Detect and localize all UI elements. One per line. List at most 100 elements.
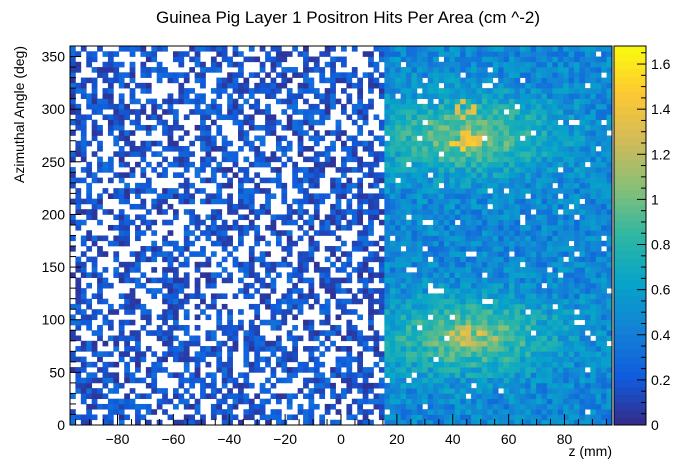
- heatmap-cell: [541, 303, 548, 310]
- heatmap-cell: [492, 119, 499, 126]
- heatmap-cell: [205, 151, 212, 157]
- heatmap-cell: [183, 151, 190, 157]
- heatmap-cell: [443, 177, 450, 184]
- heatmap-cell: [248, 246, 255, 252]
- heatmap-cell: [525, 382, 532, 389]
- heatmap-cell: [319, 382, 326, 389]
- heatmap-cell: [221, 340, 228, 347]
- heatmap-cell: [124, 403, 130, 410]
- heatmap-cell: [308, 109, 315, 115]
- heatmap-cell: [590, 282, 597, 289]
- heatmap-cell: [476, 119, 483, 126]
- heatmap-cell: [324, 109, 331, 115]
- heatmap-cell: [579, 209, 586, 215]
- heatmap-cell: [503, 419, 510, 426]
- heatmap-cell: [406, 56, 412, 63]
- heatmap-cell: [227, 251, 233, 257]
- heatmap-cell: [568, 330, 575, 336]
- heatmap-cell: [80, 340, 87, 347]
- heatmap-cell: [416, 203, 423, 210]
- heatmap-cell: [487, 293, 494, 300]
- heatmap-cell: [205, 193, 212, 199]
- heatmap-cell: [465, 140, 472, 147]
- heatmap-cell: [574, 56, 580, 63]
- heatmap-cell: [438, 351, 445, 357]
- heatmap-cell: [97, 403, 103, 410]
- heatmap-cell: [162, 272, 168, 278]
- heatmap-cell: [200, 77, 206, 84]
- heatmap-cell: [384, 214, 391, 221]
- heatmap-cell: [378, 288, 385, 294]
- heatmap-cell: [259, 161, 266, 168]
- heatmap-cell: [124, 135, 130, 142]
- heatmap-cell: [243, 114, 250, 121]
- heatmap-cell: [541, 293, 548, 300]
- heatmap-cell: [530, 172, 537, 178]
- heatmap-cell: [476, 193, 483, 199]
- heatmap-cell: [308, 319, 315, 326]
- heatmap-cell: [91, 340, 98, 347]
- heatmap-cell: [406, 203, 412, 210]
- heatmap-cell: [368, 56, 374, 63]
- heatmap-cell: [492, 167, 499, 173]
- heatmap-cell: [525, 235, 532, 242]
- heatmap-cell: [183, 398, 190, 405]
- heatmap-cell: [341, 277, 347, 284]
- heatmap-cell: [476, 319, 483, 326]
- heatmap-cell: [422, 82, 429, 89]
- heatmap-cell: [102, 361, 109, 368]
- heatmap-cell: [481, 282, 488, 289]
- heatmap-cell: [275, 146, 282, 152]
- heatmap-cell: [536, 319, 542, 326]
- heatmap-cell: [503, 82, 510, 89]
- heatmap-cell: [395, 256, 401, 263]
- heatmap-cell: [183, 298, 190, 305]
- heatmap-cell: [541, 51, 548, 57]
- heatmap-cell: [519, 161, 526, 168]
- heatmap-cell: [525, 282, 532, 289]
- heatmap-cell: [145, 177, 152, 184]
- heatmap-cell: [102, 114, 109, 121]
- heatmap-cell: [86, 209, 93, 215]
- heatmap-cell: [254, 214, 261, 221]
- heatmap-cell: [395, 61, 401, 68]
- heatmap-cell: [471, 82, 477, 89]
- heatmap-cell: [433, 361, 439, 368]
- heatmap-cell: [433, 377, 439, 384]
- heatmap-cell: [118, 93, 125, 99]
- heatmap-cell: [460, 161, 467, 168]
- heatmap-cell: [373, 135, 380, 142]
- heatmap-cell: [465, 314, 472, 321]
- heatmap-cell: [443, 319, 450, 326]
- heatmap-cell: [221, 156, 228, 163]
- heatmap-cell: [422, 414, 429, 421]
- heatmap-cell: [335, 372, 342, 378]
- heatmap-cell: [433, 56, 439, 63]
- heatmap-cell: [378, 156, 385, 163]
- heatmap-cell: [411, 124, 418, 131]
- heatmap-cell: [584, 198, 591, 205]
- heatmap-cell: [357, 98, 364, 105]
- heatmap-cell: [476, 72, 483, 78]
- heatmap-cell: [411, 172, 418, 178]
- heatmap-cell: [492, 419, 499, 426]
- heatmap-cell: [368, 314, 374, 321]
- heatmap-cell: [503, 282, 510, 289]
- heatmap-cell: [541, 109, 548, 115]
- heatmap-cell: [536, 67, 542, 73]
- heatmap-cell: [427, 130, 434, 136]
- heatmap-cell: [503, 330, 510, 336]
- heatmap-cell: [590, 198, 597, 205]
- heatmap-cell: [378, 246, 385, 252]
- heatmap-cell: [449, 109, 456, 115]
- heatmap-cell: [498, 256, 504, 263]
- heatmap-cell: [259, 140, 266, 147]
- heatmap-cell: [254, 303, 261, 310]
- heatmap-cell: [107, 303, 114, 310]
- heatmap-cell: [107, 161, 114, 168]
- heatmap-cell: [341, 240, 347, 247]
- heatmap-cell: [427, 46, 434, 52]
- heatmap-cell: [368, 298, 374, 305]
- heatmap-cell: [275, 98, 282, 105]
- heatmap-cell: [167, 298, 174, 305]
